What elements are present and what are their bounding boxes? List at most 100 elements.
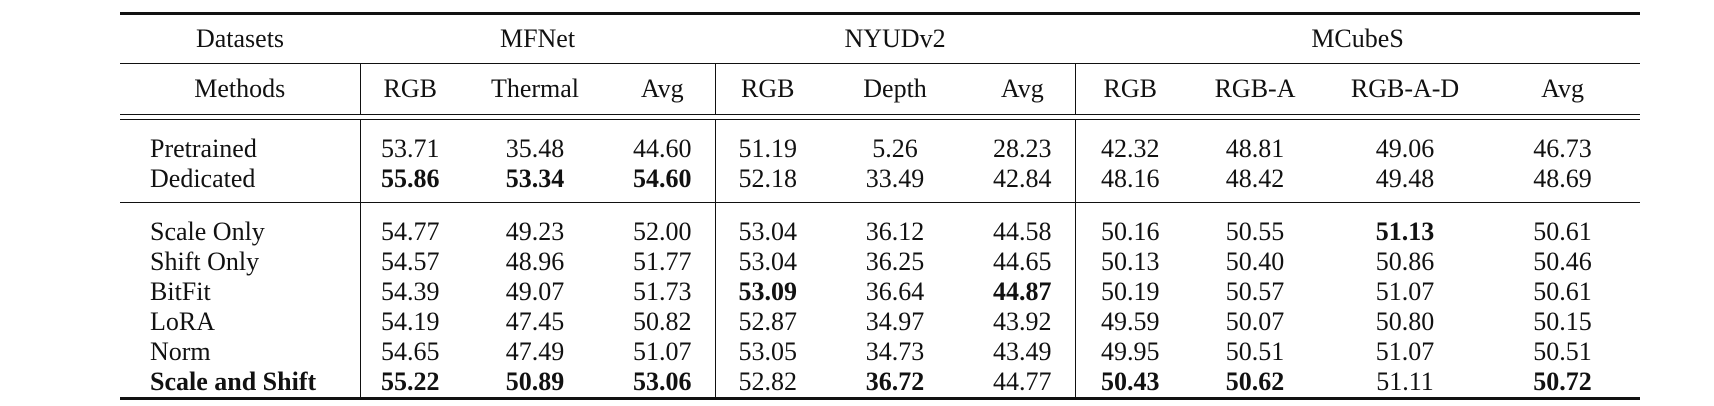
table-cell: 50.43 [1074,367,1186,400]
table-cell: 53.04 [714,247,821,277]
methods-label: Methods [120,63,360,115]
table-cell: 54.65 [359,337,460,367]
table-cell: 54.57 [359,247,460,277]
method-name: BitFit [150,277,211,306]
table-cell: 53.04 [714,202,821,247]
table-cell: 55.22 [359,367,460,400]
col-header: RGB [714,63,821,115]
table-cell: 49.59 [1074,307,1186,337]
table-cell: 5.26 [872,134,918,163]
table-cell: 52.18 [714,164,821,203]
datasets-label: Datasets [120,12,360,64]
table-cell: 28.23 [993,134,1052,163]
table-row: Scale Only 54.77 49.23 52.00 53.04 36.12… [120,202,1641,247]
table-cell: 50.51 [1533,337,1592,366]
col-header: Avg [970,63,1076,115]
method-name: Scale Only [120,202,360,247]
table-cell: 50.82 [633,307,692,336]
col-header: Thermal [460,63,610,115]
dataset-mcubes: MCubeS [1075,12,1641,64]
table-cell: 50.15 [1533,307,1592,336]
col-header: Avg [610,63,716,115]
col-header: Avg [1485,63,1641,115]
table-cell: 43.49 [993,337,1052,366]
col-header: RGB-A-D [1325,63,1486,115]
table-cell: 53.05 [714,337,821,367]
table-cell: 43.92 [993,307,1052,336]
table-cell: 44.58 [970,202,1076,247]
table-cell: 50.89 [460,367,610,400]
table-cell: 50.46 [1533,247,1592,276]
double-rule [120,114,1641,120]
table-cell: 42.32 [1074,119,1186,164]
col-header: RGB-A [1185,63,1326,115]
table-cell: 48.42 [1225,164,1285,193]
col-header: Depth [820,63,971,115]
table-cell: 49.07 [505,277,565,306]
table-cell: 52.87 [714,307,821,337]
dataset-nyudv2: NYUDv2 [715,12,1076,64]
table-cell: 36.64 [865,277,925,306]
table-row: LoRA 54.19 47.45 50.82 52.87 34.97 43.92… [120,307,1640,337]
method-name: Dedicated [150,164,256,193]
table-cell: 48.96 [505,247,565,276]
table-cell: 50.80 [1375,307,1435,336]
table-cell: 51.07 [1375,277,1435,306]
table-row: Dedicated 55.86 53.34 54.60 52.18 33.49 … [120,164,1640,203]
table-cell: 36.72 [820,367,971,400]
method-name: LoRA [150,307,215,336]
table-cell: 49.06 [1375,134,1435,163]
table-cell: 51.07 [1375,337,1435,366]
table-cell: 50.61 [1533,277,1592,306]
results-table: Datasets MFNet NYUDv2 MCubeS Methods RGB… [120,12,1641,400]
table-cell: 48.81 [1225,134,1285,163]
table-cell: 49.23 [460,202,610,247]
table-cell: 36.25 [865,247,925,276]
table-row: Norm 54.65 47.49 51.07 53.05 34.73 43.49… [120,337,1640,367]
dataset-header-row: Datasets MFNet NYUDv2 MCubeS [120,12,1641,64]
table-cell: 46.73 [1533,134,1592,163]
table-cell: 50.07 [1225,307,1285,336]
table-cell: 49.95 [1074,337,1186,367]
col-header: RGB [359,63,460,115]
table-row: Shift Only 54.57 48.96 51.77 53.04 36.25… [120,247,1640,277]
table-cell: 42.84 [993,164,1052,193]
table-cell: 54.77 [359,202,460,247]
table-cell: 51.07 [633,337,692,366]
table-cell: 53.09 [714,277,821,307]
table-cell: 48.69 [1533,164,1592,193]
method-name: Pretrained [150,134,257,163]
table-cell: 54.60 [633,164,692,193]
results-table-container: Datasets MFNet NYUDv2 MCubeS Methods RGB… [120,12,1641,400]
table-cell: 50.55 [1185,202,1326,247]
table-cell: 53.06 [610,367,716,400]
table-cell: 49.48 [1375,164,1435,193]
table-cell: 34.97 [865,307,925,336]
table-cell: 50.40 [1225,247,1285,276]
table-cell: 52.82 [714,367,821,400]
table-cell: 51.13 [1325,202,1486,247]
table-cell: 33.49 [865,164,925,193]
table-row: BitFit 54.39 49.07 51.73 53.09 36.64 44.… [120,277,1640,307]
table-cell: 53.34 [505,164,565,193]
table-cell: 50.51 [1225,337,1285,366]
table-cell: 50.62 [1185,367,1326,400]
method-name: Scale and Shift [120,367,360,400]
table-cell: 50.57 [1225,277,1285,306]
table-cell: 50.72 [1485,367,1641,400]
table-cell: 44.60 [633,134,692,163]
table-cell: 47.45 [505,307,565,336]
method-name: Norm [150,337,211,366]
table-cell: 54.19 [359,307,460,337]
table-cell: 51.11 [1325,367,1486,400]
table-cell: 51.77 [633,247,692,276]
table-cell: 35.48 [505,134,565,163]
table-cell: 48.16 [1074,164,1186,203]
table-cell: 47.49 [505,337,565,366]
table-cell: 50.19 [1074,277,1186,307]
table-cell: 36.12 [820,202,971,247]
dataset-mfnet: MFNet [360,12,716,64]
table-cell: 50.16 [1074,202,1186,247]
table-cell: 50.61 [1485,202,1641,247]
table-cell: 44.87 [993,277,1052,306]
